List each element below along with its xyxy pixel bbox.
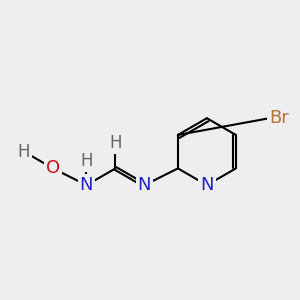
Text: N: N — [200, 176, 214, 194]
Text: H: H — [109, 134, 122, 152]
Text: Br: Br — [269, 109, 289, 127]
Text: H: H — [18, 143, 30, 161]
Text: N: N — [138, 176, 151, 194]
Text: N: N — [80, 176, 93, 194]
Text: O: O — [46, 159, 60, 177]
Text: H: H — [80, 152, 93, 170]
